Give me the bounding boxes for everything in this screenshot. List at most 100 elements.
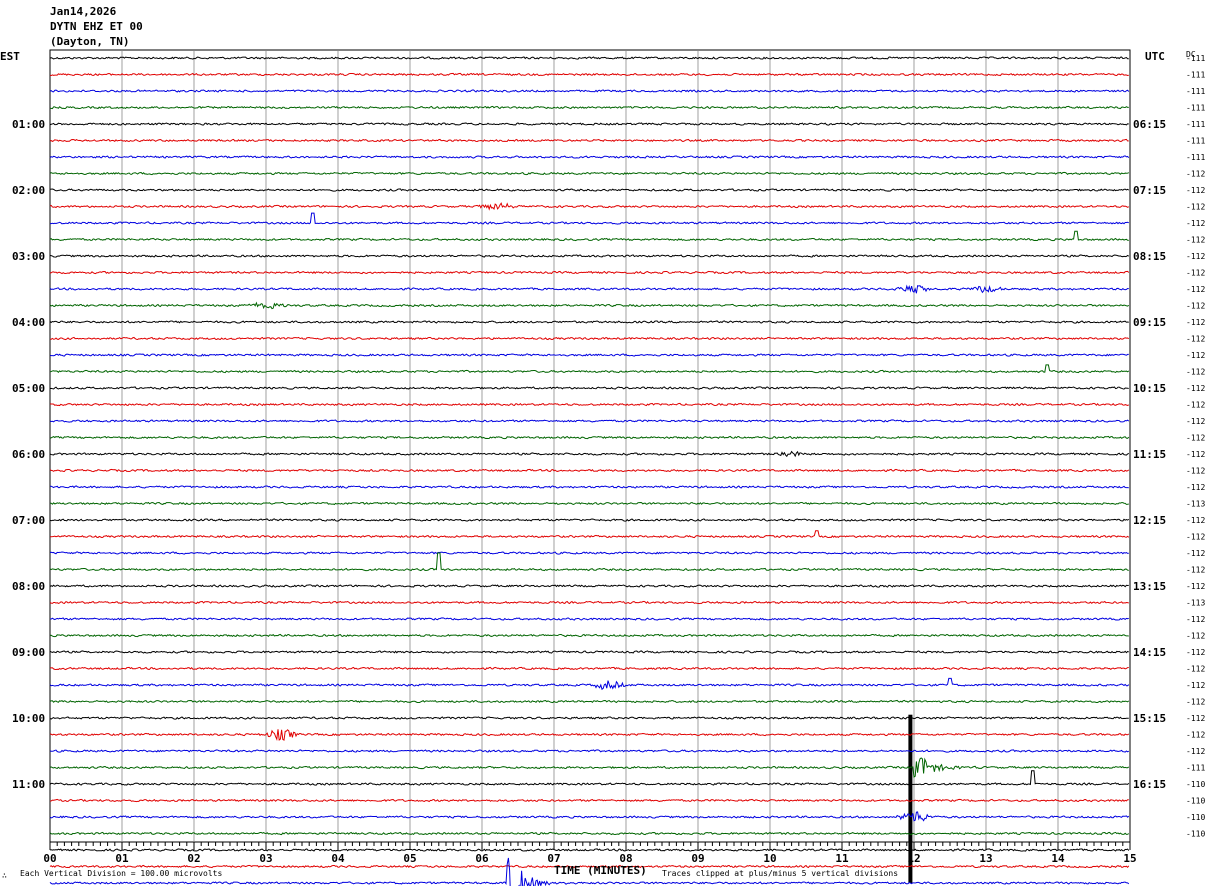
dc-offset: -112 <box>1186 335 1205 344</box>
dc-offset: -112 <box>1186 170 1205 179</box>
trace-36 <box>49 650 1129 654</box>
trace-45 <box>49 798 1129 803</box>
dc-offset: -112 <box>1186 516 1205 525</box>
trace-28 <box>49 518 1130 522</box>
trace-12 <box>49 254 1130 258</box>
x-tick-label: 07 <box>547 852 560 865</box>
trace-0 <box>49 56 1129 60</box>
trace-32 <box>49 584 1129 588</box>
dc-offset: -112 <box>1186 219 1205 228</box>
trace-37 <box>49 666 1129 671</box>
trace-2 <box>49 89 1130 93</box>
trace-7 <box>49 171 1130 176</box>
x-axis: 00 01 02 03 04 05 06 07 08 09 10 11 12 13 14 15 <box>43 842 1137 865</box>
dc-offset: -112 <box>1186 285 1205 294</box>
trace-34 <box>49 617 1129 621</box>
dc-offset: -110 <box>1186 780 1205 789</box>
trace-13 <box>49 270 1130 275</box>
time-labels: 01:00 02:00 03:00 04:00 05:00 06:00 07:00 08:00… <box>12 118 1166 791</box>
trace-35 <box>49 633 1129 638</box>
trace-16 <box>49 320 1129 324</box>
dc-offset: -112 <box>1186 318 1205 327</box>
dc-offset: -112 <box>1186 450 1205 459</box>
dc-offset: -112 <box>1186 467 1205 476</box>
est-hour-label: 09:00 <box>12 646 45 659</box>
dc-offset: -112 <box>1186 401 1205 410</box>
x-tick-label: 01 <box>115 852 129 865</box>
utc-hour-label: 08:15 <box>1133 250 1166 263</box>
trace-19 <box>49 364 1130 374</box>
dc-offset: -112 <box>1186 368 1205 377</box>
dc-offset: -110 <box>1186 813 1205 822</box>
utc-hour-label: 14:15 <box>1133 646 1166 659</box>
clip-note: Traces clipped at plus/minus 5 vertical … <box>662 869 898 878</box>
trace-25 <box>49 468 1130 473</box>
left-timezone-label: EST <box>0 50 20 63</box>
x-tick-label: 10 <box>763 852 776 865</box>
dc-offset: -112 <box>1186 269 1205 278</box>
trace-5 <box>49 138 1129 143</box>
dc-offset: -111 <box>1186 54 1205 63</box>
est-hour-label: 10:00 <box>12 712 45 725</box>
utc-hour-label: 06:15 <box>1133 118 1166 131</box>
dc-offset: -112 <box>1186 252 1205 261</box>
trace-38 <box>49 677 1130 691</box>
x-tick-label: 15 <box>1123 852 1136 865</box>
trace-14 <box>49 284 1129 294</box>
dc-offset: -112 <box>1186 566 1205 575</box>
trace-44 <box>49 770 1130 786</box>
x-tick-label: 13 <box>979 852 992 865</box>
dc-offset: -112 <box>1186 747 1205 756</box>
x-tick-label: 12 <box>907 852 920 865</box>
trace-47 <box>49 831 1130 836</box>
dc-offset: -113 <box>1186 500 1205 509</box>
header-location: (Dayton, TN) <box>50 35 129 48</box>
utc-hour-label: 15:15 <box>1133 712 1166 725</box>
dc-offset: -112 <box>1186 186 1205 195</box>
trace-29 <box>49 530 1130 539</box>
x-tick-label: 00 <box>43 852 56 865</box>
est-hour-label: 01:00 <box>12 118 45 131</box>
trace-1 <box>49 72 1129 77</box>
x-tick-label: 03 <box>259 852 272 865</box>
dc-offset: -112 <box>1186 731 1205 740</box>
x-axis-title: TIME (MINUTES) <box>554 864 647 877</box>
x-tick-label: 04 <box>331 852 345 865</box>
trace-4 <box>49 122 1129 126</box>
dc-offset: -111 <box>1186 120 1205 129</box>
dc-offset: -112 <box>1186 549 1205 558</box>
dc-offset: -111 <box>1186 153 1205 162</box>
x-tick-label: 11 <box>835 852 849 865</box>
header-station: DYTN EHZ ET 00 <box>50 20 143 33</box>
dc-offset: -112 <box>1186 302 1205 311</box>
x-tick-label: 02 <box>187 852 200 865</box>
right-timezone-label: UTC <box>1145 50 1165 63</box>
trace-18 <box>49 353 1129 357</box>
dc-offset: -112 <box>1186 434 1205 443</box>
trace-3 <box>49 105 1129 110</box>
trace-42 <box>49 749 1130 753</box>
x-tick-label: 08 <box>619 852 632 865</box>
dc-offset: -112 <box>1186 203 1205 212</box>
trace-27 <box>49 501 1129 506</box>
trace-26 <box>50 485 1129 489</box>
trace-6 <box>49 155 1130 159</box>
est-hour-label: 06:00 <box>12 448 45 461</box>
trace-17 <box>49 336 1130 341</box>
x-tick-label: 14 <box>1051 852 1065 865</box>
dc-offset-labels: -111 -111 -111 -111 -111 -111 -111 -112 -112 -112… <box>1186 54 1205 839</box>
est-hour-label: 03:00 <box>12 250 45 263</box>
dc-offset: -112 <box>1186 665 1205 674</box>
x-tick-label: 05 <box>403 852 416 865</box>
plot-frame <box>49 49 1131 843</box>
header-date: Jan14,2026 <box>50 5 117 18</box>
trace-43 <box>49 757 1130 778</box>
dc-offset: -111 <box>1186 137 1205 146</box>
dc-offset: -112 <box>1186 648 1205 657</box>
dc-header: DC <box>1186 50 1196 59</box>
est-hour-label: 11:00 <box>12 778 45 791</box>
utc-hour-label: 12:15 <box>1133 514 1166 527</box>
utc-hour-label: 11:15 <box>1133 448 1166 461</box>
x-tick-label: 06 <box>475 852 489 865</box>
est-hour-label: 08:00 <box>12 580 45 593</box>
